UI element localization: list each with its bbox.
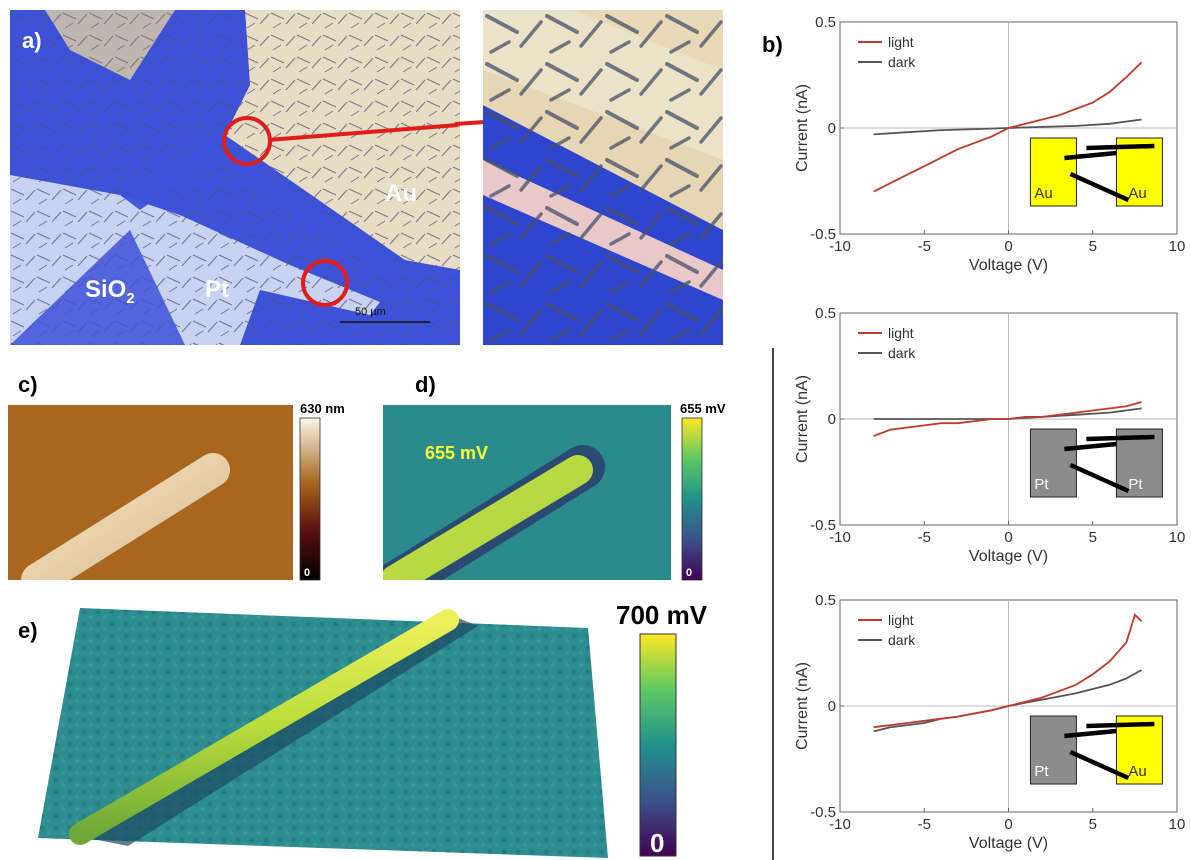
x-tick-label: -10 bbox=[829, 529, 851, 546]
potential-3d-render bbox=[38, 608, 608, 858]
micrograph-zoom bbox=[483, 10, 723, 345]
inset-right-pad bbox=[1115, 715, 1163, 785]
inset-left-pad bbox=[1029, 715, 1077, 785]
potential-colorbar: 655 mV 0 bbox=[680, 401, 726, 581]
topography-map bbox=[8, 405, 293, 580]
inset-right-label: Pt bbox=[1128, 476, 1143, 493]
potential-colorbar-max: 655 mV bbox=[680, 401, 726, 416]
potential-3d-colorbar-min: 0 bbox=[650, 828, 664, 858]
au-label: Au bbox=[385, 180, 417, 207]
x-tick-label: -5 bbox=[918, 816, 931, 833]
iv-chart-2: -10 -5 0 5 10 0.5 0 -0.5 Voltage (V) Current (nA)… bbox=[794, 305, 1185, 565]
legend-label-dark: dark bbox=[888, 54, 916, 70]
potential-annotation: 655 mV bbox=[425, 443, 489, 463]
inset-left-label: Pt bbox=[1034, 476, 1049, 493]
y-tick-label: 0 bbox=[828, 120, 836, 137]
topo-colorbar-min: 0 bbox=[304, 567, 310, 579]
y-axis-title: Current (nA) bbox=[794, 375, 811, 463]
inset-wire bbox=[1086, 143, 1155, 151]
series-light bbox=[873, 61, 1143, 193]
iv-chart-1: -10 -5 0 5 10 0.5 0 -0.5 Voltage (V) Current (nA)… bbox=[794, 14, 1185, 274]
series-light bbox=[873, 401, 1142, 437]
y-tick-label: 0 bbox=[828, 411, 836, 428]
legend-label-light: light bbox=[888, 34, 914, 50]
potential-3d-colorbar-max: 700 mV bbox=[616, 600, 708, 630]
x-tick-label: 10 bbox=[1169, 529, 1186, 546]
y-tick-label: -0.5 bbox=[810, 517, 836, 534]
inset-left-pad bbox=[1029, 428, 1077, 498]
y-tick-label: 0.5 bbox=[815, 305, 836, 322]
scale-bar-label: 50 µm bbox=[355, 306, 386, 318]
inset-left-label: Au bbox=[1034, 185, 1052, 202]
inset-wire bbox=[1069, 462, 1130, 494]
y-tick-label: -0.5 bbox=[810, 226, 836, 243]
x-tick-label: -10 bbox=[829, 816, 851, 833]
y-axis-title: Current (nA) bbox=[794, 84, 811, 172]
highlight-circle-lower bbox=[301, 259, 349, 307]
panel-c-label: c) bbox=[18, 372, 38, 397]
topo-colorbar-max: 630 nm bbox=[300, 401, 345, 416]
inset-right-label: Au bbox=[1128, 185, 1146, 202]
panel-d-label: d) bbox=[415, 372, 436, 397]
x-tick-label: 0 bbox=[1004, 238, 1012, 255]
micrograph-overview bbox=[10, 10, 460, 345]
panel-b-label: b) bbox=[762, 32, 783, 57]
x-tick-label: 10 bbox=[1169, 816, 1186, 833]
panel-e-label: e) bbox=[18, 618, 38, 643]
inset-wire bbox=[1086, 721, 1155, 729]
x-tick-label: -10 bbox=[829, 238, 851, 255]
x-axis-title: Voltage (V) bbox=[969, 548, 1048, 565]
inset-wire bbox=[1064, 728, 1117, 739]
inset-left-label: Pt bbox=[1034, 763, 1049, 780]
y-tick-label: 0.5 bbox=[815, 592, 836, 609]
legend-label-dark: dark bbox=[888, 345, 916, 361]
iv-charts: -10 -5 0 5 10 0.5 0 -0.5 Voltage (V) Current (nA)… bbox=[794, 14, 1185, 852]
panel-a: a) Au Pt SiO2 50 µm bbox=[0, 0, 740, 345]
potential-colorbar-min: 0 bbox=[686, 567, 692, 579]
x-axis-title: Voltage (V) bbox=[969, 835, 1048, 852]
potential-map bbox=[383, 405, 671, 580]
x-tick-label: 5 bbox=[1089, 816, 1097, 833]
legend-label-dark: dark bbox=[888, 632, 916, 648]
inset-wire bbox=[1064, 441, 1117, 452]
inset-right-label: Au bbox=[1128, 763, 1146, 780]
legend-label-light: light bbox=[888, 612, 914, 628]
inset-left-pad bbox=[1029, 137, 1077, 207]
x-tick-label: 10 bbox=[1169, 238, 1186, 255]
y-tick-label: 0 bbox=[828, 698, 836, 715]
inset-wire bbox=[1069, 171, 1130, 203]
pt-label: Pt bbox=[205, 276, 229, 303]
series-light bbox=[873, 613, 1143, 729]
inset-wire bbox=[1064, 150, 1117, 161]
y-axis-title: Current (nA) bbox=[794, 662, 811, 750]
sio2-label: SiO2 bbox=[85, 276, 135, 307]
x-tick-label: 5 bbox=[1089, 238, 1097, 255]
legend-label-light: light bbox=[888, 325, 914, 341]
x-tick-label: 0 bbox=[1004, 529, 1012, 546]
x-axis-title: Voltage (V) bbox=[969, 257, 1048, 274]
x-tick-label: -5 bbox=[918, 238, 931, 255]
y-tick-label: 0.5 bbox=[815, 14, 836, 31]
x-tick-label: 0 bbox=[1004, 816, 1012, 833]
panel-a-label: a) bbox=[22, 28, 42, 53]
iv-chart-3: -10 -5 0 5 10 0.5 0 -0.5 Voltage (V) Current (nA)… bbox=[794, 592, 1185, 852]
y-tick-label: -0.5 bbox=[810, 804, 836, 821]
inset-wire bbox=[1086, 434, 1155, 442]
x-tick-label: -5 bbox=[918, 529, 931, 546]
x-tick-label: 5 bbox=[1089, 529, 1097, 546]
potential-3d-colorbar: 700 mV 0 bbox=[616, 600, 708, 858]
inset-wire bbox=[1069, 749, 1130, 781]
inset-right-pad bbox=[1115, 428, 1163, 498]
topography-colorbar: 630 nm 0 bbox=[299, 401, 345, 581]
inset-right-pad bbox=[1115, 137, 1163, 207]
panel-divider bbox=[772, 348, 774, 860]
